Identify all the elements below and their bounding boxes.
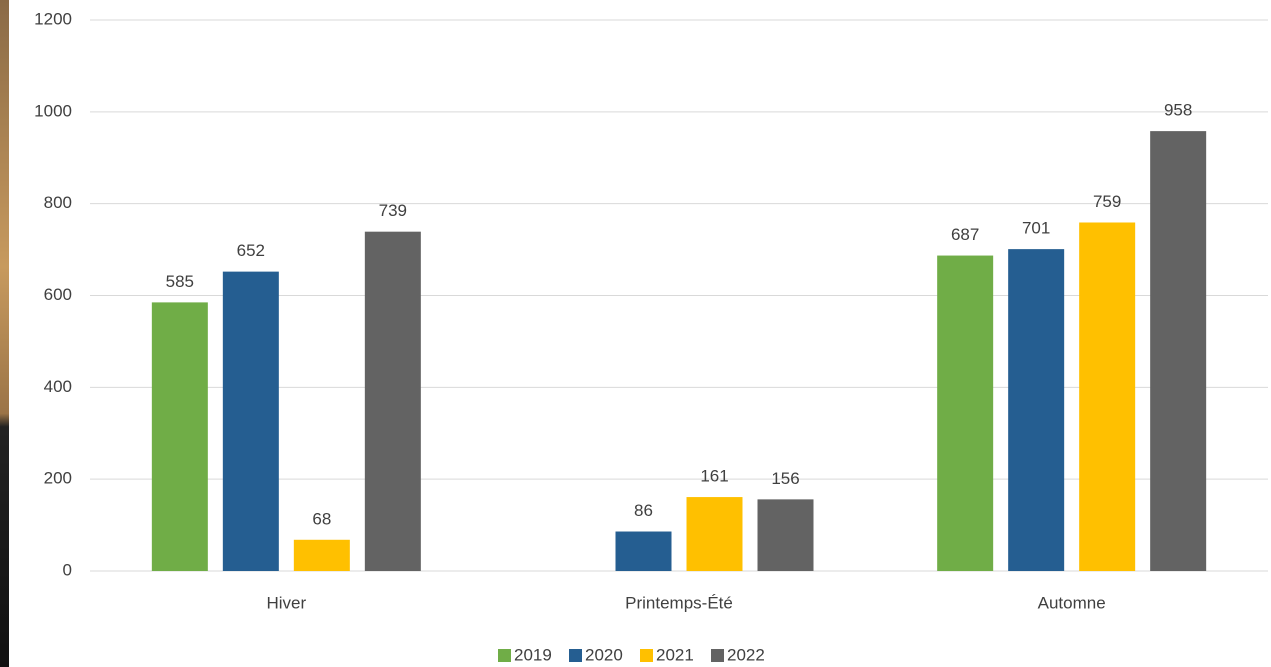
bar [937, 256, 993, 571]
value-label: 156 [771, 469, 799, 488]
bar [758, 499, 814, 571]
value-label: 86 [634, 501, 653, 520]
bar [1079, 222, 1135, 571]
legend-label: 2022 [727, 645, 765, 664]
y-tick-label: 800 [44, 193, 72, 212]
bar [1008, 249, 1064, 571]
legend-swatch [711, 649, 724, 662]
chart: 0 200 400 600 800 1000 1200 Hiver 585 652 68 739 Pri… [0, 0, 1271, 667]
bar [365, 232, 421, 571]
legend-label: 2020 [585, 645, 623, 664]
legend-label: 2019 [514, 645, 552, 664]
bar [152, 302, 208, 571]
value-label: 652 [237, 241, 265, 260]
value-label: 585 [166, 272, 194, 291]
value-label: 687 [951, 225, 979, 244]
x-tick-label: Hiver [266, 593, 306, 612]
y-tick-label: 600 [44, 285, 72, 304]
value-label: 958 [1164, 101, 1192, 120]
y-tick-label: 400 [44, 377, 72, 396]
x-tick-label: Printemps-Été [625, 593, 733, 612]
y-tick-label: 1000 [34, 101, 72, 120]
y-tick-label: 0 [63, 560, 72, 579]
bar [1150, 131, 1206, 571]
background-strip [0, 0, 9, 667]
value-label: 68 [312, 509, 331, 528]
value-label: 701 [1022, 219, 1050, 238]
value-label: 739 [379, 201, 407, 220]
legend-swatch [640, 649, 653, 662]
legend-label: 2021 [656, 645, 694, 664]
bar [616, 532, 672, 571]
x-tick-label: Automne [1038, 593, 1106, 612]
y-tick-label: 1200 [34, 9, 72, 28]
bar [294, 540, 350, 571]
legend-swatch [569, 649, 582, 662]
value-label: 759 [1093, 192, 1121, 211]
y-tick-label: 200 [44, 469, 72, 488]
value-label: 161 [700, 467, 728, 486]
bar [687, 497, 743, 571]
bar [223, 272, 279, 571]
legend-swatch [498, 649, 511, 662]
page: 0 200 400 600 800 1000 1200 Hiver 585 652 68 739 Pri… [0, 0, 1271, 667]
